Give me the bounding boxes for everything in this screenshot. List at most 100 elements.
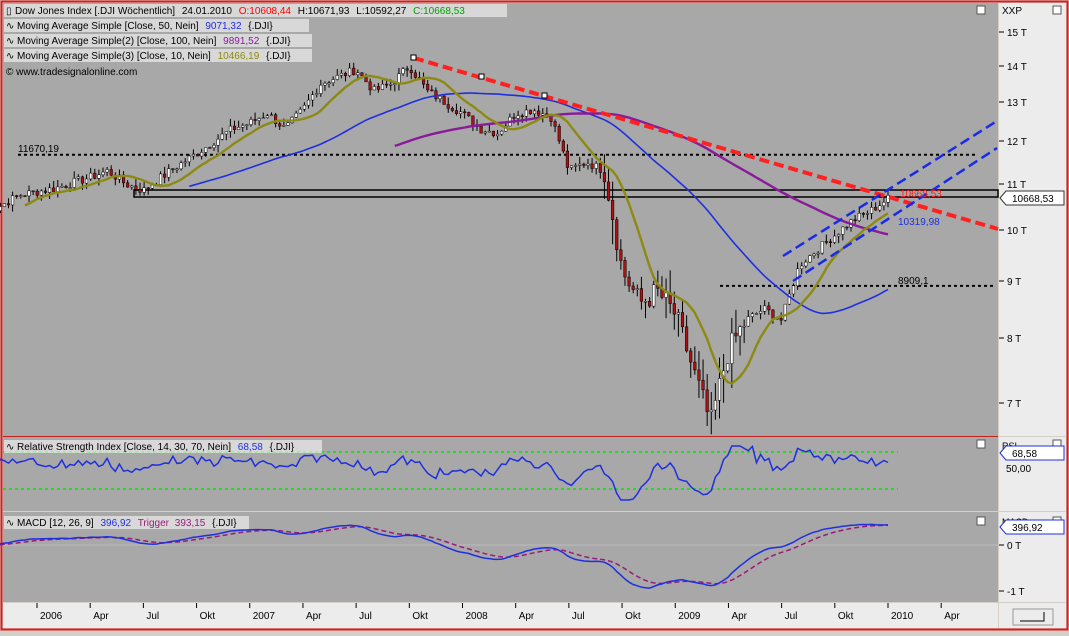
- candle: [808, 255, 812, 263]
- legend-l-label: L:: [356, 6, 364, 17]
- macd-label: MACD [12, 26, 9]: [17, 518, 94, 529]
- candle: [763, 305, 767, 312]
- rsi-tick-50: 50,00: [1006, 464, 1031, 475]
- candle: [582, 163, 586, 166]
- price-axis-label: XXP: [1002, 6, 1022, 17]
- y-tick-label: 8 T: [1007, 334, 1021, 345]
- candle: [393, 83, 397, 85]
- candle: [771, 309, 775, 319]
- y-tick-label: 10 T: [1007, 226, 1027, 237]
- candle: [142, 187, 146, 193]
- candle: [569, 165, 574, 168]
- x-tick-label: Apr: [944, 611, 960, 622]
- candle: [31, 190, 35, 193]
- candle: [487, 130, 491, 133]
- candle: [680, 312, 685, 328]
- macd-value: 396,92: [100, 518, 131, 529]
- candle: [746, 316, 750, 327]
- time-axis[interactable]: [3, 603, 998, 628]
- candle: [861, 213, 865, 215]
- candle: [72, 178, 76, 188]
- rsi-icon: ∿: [6, 442, 14, 453]
- candle: [783, 303, 787, 321]
- candle: [541, 113, 545, 116]
- candle: [742, 325, 746, 328]
- candle: [652, 284, 656, 307]
- candle: [709, 409, 713, 412]
- candle: [39, 190, 43, 196]
- x-tick-label: Jul: [146, 611, 159, 622]
- price-panel[interactable]: [3, 3, 998, 436]
- candle: [158, 173, 163, 185]
- legend-row-ma10[interactable]: Moving Average Simple(3) [Close, 10, Nei…: [17, 51, 291, 62]
- macd-value-box: 396,92: [999, 519, 1065, 535]
- maximize-icon[interactable]: [976, 439, 986, 449]
- candle: [68, 187, 72, 189]
- candle: [352, 67, 356, 76]
- candle: [327, 82, 331, 85]
- candle: [528, 109, 532, 115]
- rsi-plot: [0, 445, 898, 501]
- candle: [60, 186, 64, 188]
- candle: [138, 189, 142, 193]
- candle: [804, 261, 808, 267]
- resize-handle-icon[interactable]: [1012, 608, 1054, 626]
- candle: [376, 86, 380, 90]
- ma50-value: 9071,32: [205, 21, 242, 32]
- price-axis[interactable]: [999, 3, 1066, 436]
- candle: [175, 168, 179, 171]
- candle: [380, 83, 385, 90]
- candle: [594, 163, 598, 169]
- candle: [734, 332, 738, 337]
- candle: [93, 172, 97, 179]
- candle: [171, 168, 175, 170]
- macd-legend-row[interactable]: MACD [12, 26, 9] 396,92 Trigger 393,15 {…: [17, 518, 237, 529]
- candle: [27, 190, 31, 197]
- candle: [705, 389, 709, 412]
- candle: [627, 276, 631, 287]
- candle: [52, 187, 56, 192]
- candle: [286, 122, 290, 126]
- axes: 2006 Apr Jul Okt 2007 Apr Jul Okt 2008 Apr Jul Okt 2…: [36, 28, 1027, 622]
- candle: [105, 169, 109, 173]
- candle: [265, 115, 269, 118]
- x-tick-label: 2010: [891, 611, 914, 622]
- ma100-label: Moving Average Simple(2) [Close, 100, Ne…: [17, 36, 217, 47]
- candle: [6, 203, 11, 206]
- candle: [738, 326, 742, 337]
- candle: [356, 72, 360, 76]
- legend-c-label: C:: [413, 6, 423, 17]
- candle: [754, 313, 759, 315]
- candle: [23, 195, 27, 197]
- maximize-icon[interactable]: [976, 516, 986, 526]
- legend-row-ma100[interactable]: Moving Average Simple(2) [Close, 100, Ne…: [17, 36, 291, 47]
- candle: [759, 311, 763, 314]
- candle: [216, 138, 220, 146]
- rsi-legend-row[interactable]: Relative Strength Index [Close, 14, 30, …: [17, 442, 295, 453]
- y-tick-label: 14 T: [1007, 62, 1027, 73]
- candle: [516, 115, 520, 119]
- candle: [606, 181, 611, 201]
- trendline-handle: [541, 92, 548, 99]
- close-icon[interactable]: [1052, 5, 1062, 15]
- y-tick-label: 15 T: [1007, 28, 1027, 39]
- legend-row-ma50[interactable]: Moving Average Simple [Close, 50, Nein] …: [17, 21, 273, 32]
- macd-box-text: 396,92: [1012, 523, 1043, 534]
- macd-legend: ∿ MACD [12, 26, 9] 396,92 Trigger 393,15…: [4, 516, 249, 529]
- candle: [274, 114, 278, 124]
- rsi-legend: ∿ Relative Strength Index [Close, 14, 30…: [4, 440, 322, 453]
- maximize-icon[interactable]: [976, 5, 986, 15]
- candle: [442, 95, 446, 105]
- candle: [717, 378, 722, 401]
- candle: [19, 195, 23, 197]
- legend-backdrop: [4, 34, 312, 47]
- candle: [163, 173, 167, 178]
- candle: [85, 178, 89, 184]
- candle: [294, 112, 298, 118]
- ma10-line: [24, 74, 889, 385]
- x-tick-label: Apr: [93, 611, 109, 622]
- legend-backdrop: [4, 516, 249, 529]
- y-tick-label: 7 T: [1007, 399, 1021, 410]
